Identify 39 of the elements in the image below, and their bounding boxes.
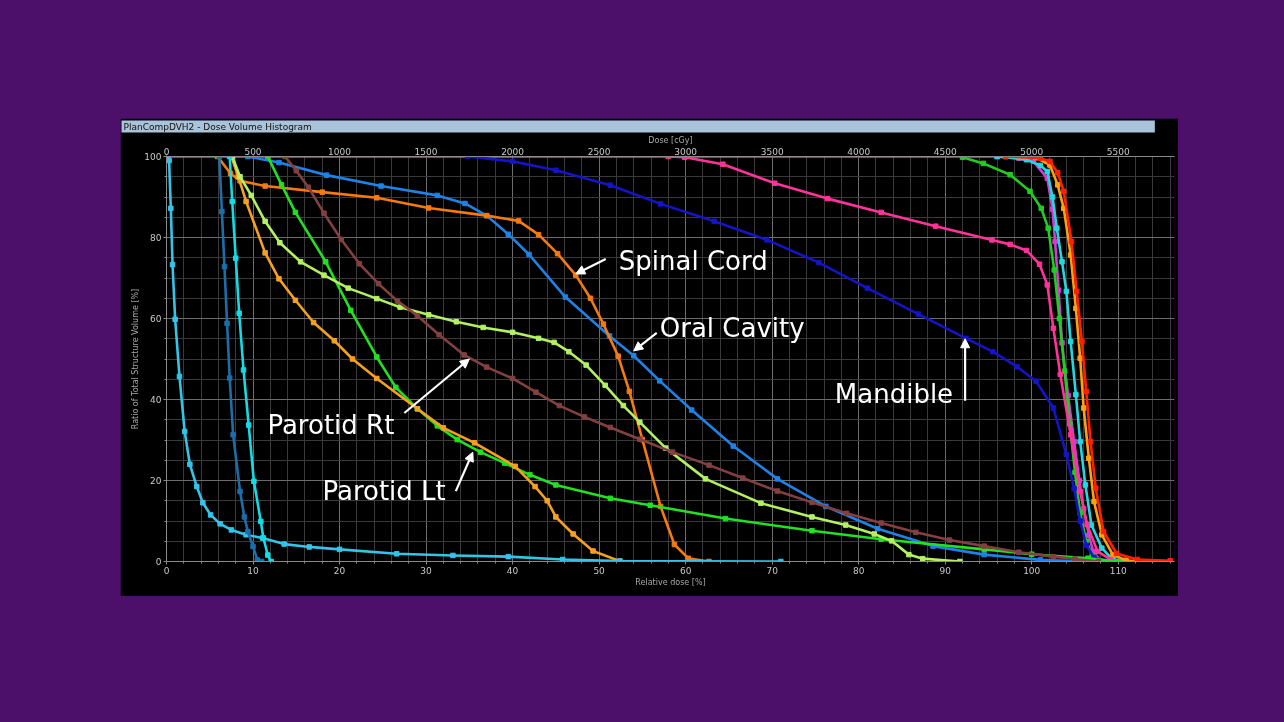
annotation: Parotid Rt — [267, 410, 395, 440]
x-tick-label: 110 — [1109, 565, 1128, 576]
x2-tick-label: 2000 — [501, 146, 525, 157]
x2-tick-label: 3000 — [674, 146, 698, 157]
x2-tick-label: 1000 — [328, 146, 352, 157]
x-tick-label: 30 — [420, 565, 433, 576]
x-tick-label: 70 — [766, 565, 779, 576]
y-tick-label: 80 — [150, 233, 162, 243]
x-tick-label: 40 — [506, 565, 519, 576]
x-axis-title: Relative dose [%] — [635, 577, 706, 587]
x-tick-label: 80 — [852, 565, 865, 576]
x2-tick-label: 4000 — [847, 146, 871, 157]
x-tick-label: 20 — [333, 565, 346, 576]
x-tick-label: 10 — [247, 565, 260, 576]
y-axis-title: Ratio of Total Structure Volume [%] — [131, 288, 141, 430]
x2-axis-title: Dose [cGy] — [648, 135, 693, 145]
x2-tick-label: 2500 — [587, 146, 611, 157]
x-tick-label: 50 — [593, 565, 606, 576]
x2-tick-label: 3500 — [760, 146, 784, 157]
x-tick-label: 100 — [1023, 565, 1041, 576]
x2-tick-label: 500 — [244, 146, 262, 157]
y-tick-label: 20 — [150, 476, 162, 486]
x2-tick-label: 5500 — [1106, 146, 1130, 157]
x2-tick-label: 5000 — [1020, 146, 1044, 157]
x-tick-label: 90 — [939, 565, 952, 576]
x-tick-label: 0 — [163, 565, 170, 576]
x2-tick-label: 1500 — [414, 146, 438, 157]
y-tick-label: 40 — [150, 395, 162, 405]
y-tick-label: 100 — [144, 152, 162, 162]
x2-tick-label: 0 — [163, 146, 170, 157]
y-tick-label: 0 — [155, 557, 162, 567]
annotation: Mandible — [834, 378, 954, 409]
annotation: Parotid Lt — [322, 476, 446, 507]
annotation: Oral Cavity — [659, 312, 805, 343]
annotation: Spinal Cord — [618, 245, 768, 276]
chart-title: PlanCompDVH2 - Dose Volume Histogram — [123, 121, 312, 132]
x2-tick-label: 4500 — [933, 146, 957, 157]
x-tick-label: 60 — [679, 565, 692, 576]
y-tick-label: 60 — [150, 314, 162, 324]
